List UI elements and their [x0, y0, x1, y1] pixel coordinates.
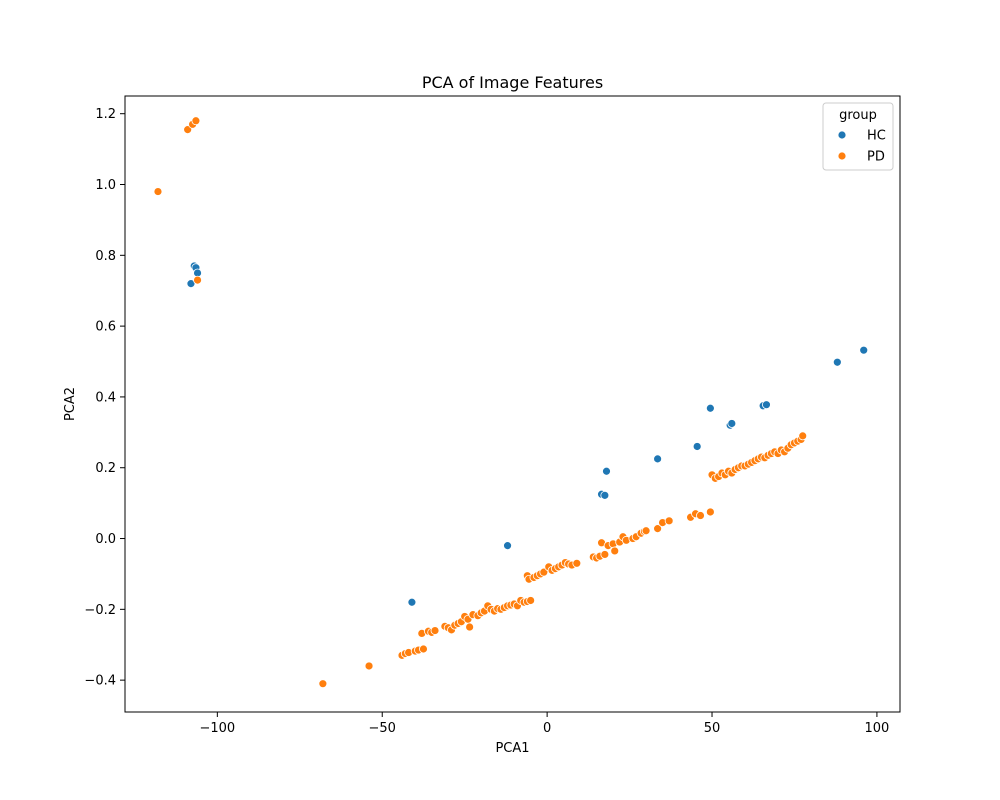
chart-title: PCA of Image Features	[422, 73, 603, 92]
data-point-pd	[539, 567, 549, 577]
y-tick-label: 0.2	[95, 461, 116, 476]
x-tick-label: −100	[199, 721, 235, 736]
data-points	[153, 116, 869, 689]
data-point-hc	[407, 597, 417, 607]
data-point-pd	[696, 511, 705, 520]
x-tick-label: 100	[865, 721, 890, 736]
legend-marker-hc	[837, 130, 847, 140]
x-tick-label: 50	[704, 721, 721, 736]
data-point-hc	[602, 466, 611, 476]
data-point-hc	[859, 345, 869, 355]
data-point-hc	[653, 454, 663, 464]
y-tick-label: 1.0	[95, 178, 116, 193]
data-point-pd	[183, 125, 193, 135]
y-tick-label: 0.6	[95, 320, 116, 335]
legend-label-pd: PD	[867, 150, 885, 165]
legend-title: group	[839, 108, 877, 123]
data-point-pd	[191, 116, 201, 126]
data-point-hc	[600, 490, 610, 500]
y-tick-label: −0.4	[84, 674, 116, 689]
plot-frame	[124, 95, 901, 713]
y-tick-label: 0.4	[95, 390, 116, 405]
data-point-pd	[798, 431, 808, 441]
y-axis-label: PCA2	[63, 387, 78, 421]
data-point-hc	[503, 541, 512, 551]
data-point-pd	[364, 661, 374, 671]
y-tick-label: 1.2	[95, 107, 116, 122]
data-point-pd	[526, 596, 536, 605]
data-point-hc	[705, 403, 715, 413]
y-tick-label: 0.0	[95, 532, 116, 547]
legend-label-hc: HC	[867, 129, 886, 144]
data-point-pd	[641, 526, 651, 536]
data-point-pd	[653, 524, 663, 534]
legend-marker-pd	[837, 151, 847, 161]
data-point-pd	[572, 558, 582, 568]
data-point-pd	[610, 546, 620, 556]
data-point-pd	[419, 644, 428, 654]
x-axis: −100 −50 0 50 100	[199, 712, 889, 736]
legend: group HC PD	[822, 102, 894, 171]
x-axis-label: PCA1	[495, 741, 529, 756]
data-point-pd	[465, 622, 475, 632]
data-point-pd	[600, 550, 610, 559]
data-point-hc	[762, 400, 771, 410]
data-point-pd	[318, 679, 328, 689]
data-point-pd	[193, 275, 202, 285]
data-point-hc	[727, 419, 737, 428]
x-tick-label: −50	[369, 721, 396, 736]
y-tick-label: −0.2	[84, 603, 116, 618]
x-tick-label: 0	[543, 721, 551, 736]
data-point-pd	[153, 187, 163, 196]
y-axis: −0.4 −0.2 0.0 0.2 0.4 0.6 0.8 1.0 1.2	[84, 107, 125, 689]
data-point-pd	[430, 626, 440, 635]
data-point-pd	[705, 507, 715, 517]
data-point-hc	[832, 357, 842, 367]
data-point-hc	[692, 442, 702, 451]
y-tick-label: 0.8	[95, 249, 116, 264]
data-point-pd	[664, 516, 674, 526]
